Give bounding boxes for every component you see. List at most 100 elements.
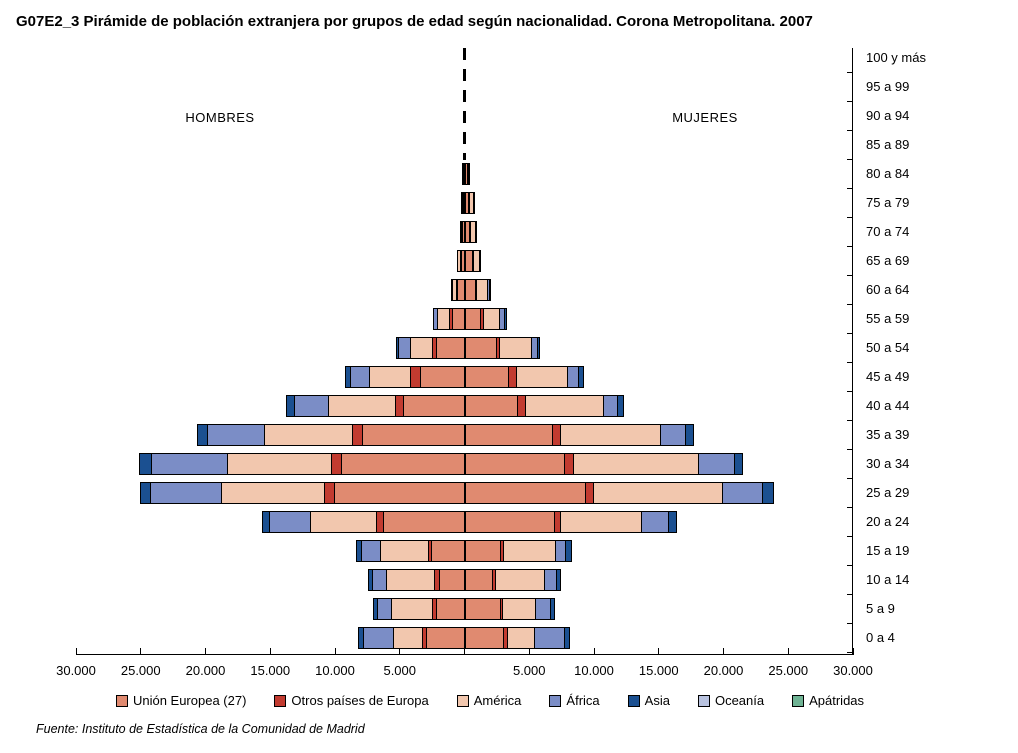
value-axis-tick (723, 648, 724, 655)
legend-item-oceani-a: Oceanía (697, 693, 764, 708)
bar-segment-women-unio-n-europea-27 (464, 365, 510, 388)
value-axis-label: 20.000 (703, 663, 744, 678)
value-axis-tick (269, 648, 271, 655)
age-axis-tick (847, 159, 852, 160)
center-axis-segment (464, 481, 465, 504)
age-axis-tick (847, 246, 852, 247)
bar-segment-men-unio-n-europea-27 (362, 423, 465, 446)
age-label-35-a-39: 35 a 39 (866, 426, 910, 442)
legend-item-asia: Asia (627, 693, 670, 708)
bar-group-men-55-a-59 (433, 307, 465, 330)
bar-group-men-70-a-74 (459, 220, 465, 243)
bar-group-women-70-a-74 (464, 220, 477, 243)
age-label-40-a-44: 40 a 44 (866, 397, 910, 413)
bar-segment-women-unio-n-europea-27 (464, 568, 493, 591)
value-axis-tick (787, 648, 789, 655)
bar-segment-men-ame-rica (409, 336, 433, 359)
bar-segment-men-a-frica (206, 423, 265, 446)
bar-segment-men-ame-rica (221, 481, 326, 504)
bar-segment-men-ame-rica (310, 510, 378, 533)
center-axis-segment (464, 597, 465, 620)
age-axis-tick (847, 188, 852, 189)
bar-segment-women-ame-rica (467, 162, 471, 185)
bar-segment-women-a-frica (535, 597, 552, 620)
age-axis-tick (847, 275, 852, 276)
legend-swatch-oceani-a (697, 694, 710, 707)
center-axis-segment (464, 510, 465, 533)
value-axis-label: 30.000 (833, 663, 873, 678)
legend-label-unio-n-europea-27: Unión Europea (27) (132, 693, 247, 708)
bar-segment-men-ame-rica (390, 597, 434, 620)
value-axis-tick (464, 648, 465, 655)
bar-group-men-25-a-29 (139, 481, 465, 504)
age-label-50-a-54: 50 a 54 (866, 339, 910, 355)
center-axis-segment (464, 336, 465, 359)
bar-segment-men-a-frica (360, 539, 381, 562)
age-axis-tick (847, 420, 852, 421)
chart-title: G07E2_3 Pirámide de población extranjera… (16, 13, 813, 30)
center-axis-segment (464, 394, 465, 417)
label-hombres: HOMBRES (185, 110, 255, 125)
bar-segment-men-ame-rica (226, 452, 332, 475)
age-label-45-a-49: 45 a 49 (866, 368, 910, 384)
center-axis-segment (464, 423, 465, 446)
bar-segment-women-unio-n-europea-27 (464, 394, 519, 417)
bar-segment-women-asia (550, 597, 556, 620)
bar-segment-women-asia (685, 423, 694, 446)
bar-group-men-40-a-44 (285, 394, 465, 417)
center-axis-dashed-line (463, 48, 466, 160)
bar-segment-women-ame-rica (592, 481, 723, 504)
bar-segment-men-unio-n-europea-27 (436, 336, 465, 359)
bar-group-men-45-a-49 (344, 365, 465, 388)
center-axis-segment (464, 452, 465, 475)
bar-group-men-0-a-4 (357, 626, 465, 649)
legend-label-otros-pai-ses-de-europa: Otros países de Europa (291, 693, 429, 708)
center-axis-segment (464, 307, 465, 330)
center-axis-segment (464, 626, 465, 649)
bar-segment-women-unio-n-europea-27 (464, 626, 504, 649)
age-axis-tick (847, 623, 852, 624)
bar-group-women-25-a-29 (464, 481, 774, 504)
bar-segment-men-a-frica (349, 365, 370, 388)
bar-group-women-60-a-64 (464, 278, 492, 301)
bar-segment-women-a-frica (697, 452, 736, 475)
bar-segment-men-unio-n-europea-27 (403, 394, 465, 417)
age-axis-tick (847, 507, 852, 508)
age-label-70-a-74: 70 a 74 (866, 223, 910, 239)
bar-segment-men-a-frica (269, 510, 312, 533)
value-axis-tick (852, 648, 854, 655)
bar-segment-men-ame-rica (379, 539, 429, 562)
age-axis-tick (847, 130, 852, 131)
value-axis-label: 30.000 (56, 663, 96, 678)
age-axis-tick (847, 478, 852, 479)
center-axis-segment (464, 365, 465, 388)
age-axis-tick (847, 72, 852, 73)
bar-segment-women-ame-rica (525, 394, 605, 417)
bar-segment-women-a-frica (479, 249, 482, 272)
bar-group-women-35-a-39 (464, 423, 694, 446)
legend-swatch-otros-pai-ses-de-europa (274, 694, 287, 707)
value-axis-tick (334, 648, 336, 655)
bar-segment-men-unio-n-europea-27 (462, 220, 465, 243)
value-axis-label: 5.000 (383, 663, 417, 678)
legend-swatch-unio-n-europea-27 (115, 694, 128, 707)
age-axis-tick (847, 652, 852, 653)
legend-label-apa-tridas: Apátridas (809, 693, 865, 708)
age-label-60-a-64: 60 a 64 (866, 281, 910, 297)
bar-segment-men-ame-rica (263, 423, 354, 446)
bar-segment-men-ame-rica (327, 394, 396, 417)
legend-item-otros-pai-ses-de-europa: Otros países de Europa (274, 693, 429, 708)
bar-group-women-0-a-4 (464, 626, 570, 649)
legend-label-ame-rica: América (473, 693, 522, 708)
legend-item-unio-n-europea-27: Unión Europea (27) (115, 693, 247, 708)
bar-group-women-80-a-84 (464, 162, 471, 185)
center-axis-segment (464, 249, 465, 272)
bar-segment-women-asia (762, 481, 774, 504)
value-axis-tick (593, 648, 595, 655)
legend: Unión Europea (27) Otros países de Europa… (20, 693, 960, 708)
bar-segment-men-unio-n-europea-27 (426, 626, 465, 649)
legend-swatch-ame-rica (456, 694, 469, 707)
age-axis-tick (847, 594, 852, 595)
bar-segment-women-a-frica (721, 481, 764, 504)
age-label-10-a-14: 10 a 14 (866, 571, 910, 587)
